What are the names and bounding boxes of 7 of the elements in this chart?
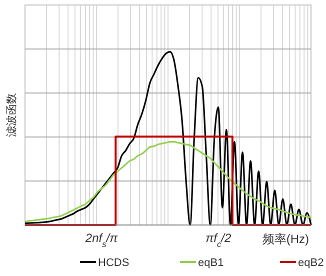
- legend-label: HCDS: [98, 257, 130, 269]
- x-tick-label: 2nf$_{s}$/π: [84, 231, 119, 249]
- x-tick-label: πf$_{c}$/2: [206, 231, 232, 249]
- legend-label: eqB1: [198, 257, 224, 269]
- x-axis-title: 频率(Hz): [262, 232, 309, 246]
- legend-label: eqB2: [298, 257, 324, 269]
- y-axis-title: 滤波函数: [5, 93, 18, 137]
